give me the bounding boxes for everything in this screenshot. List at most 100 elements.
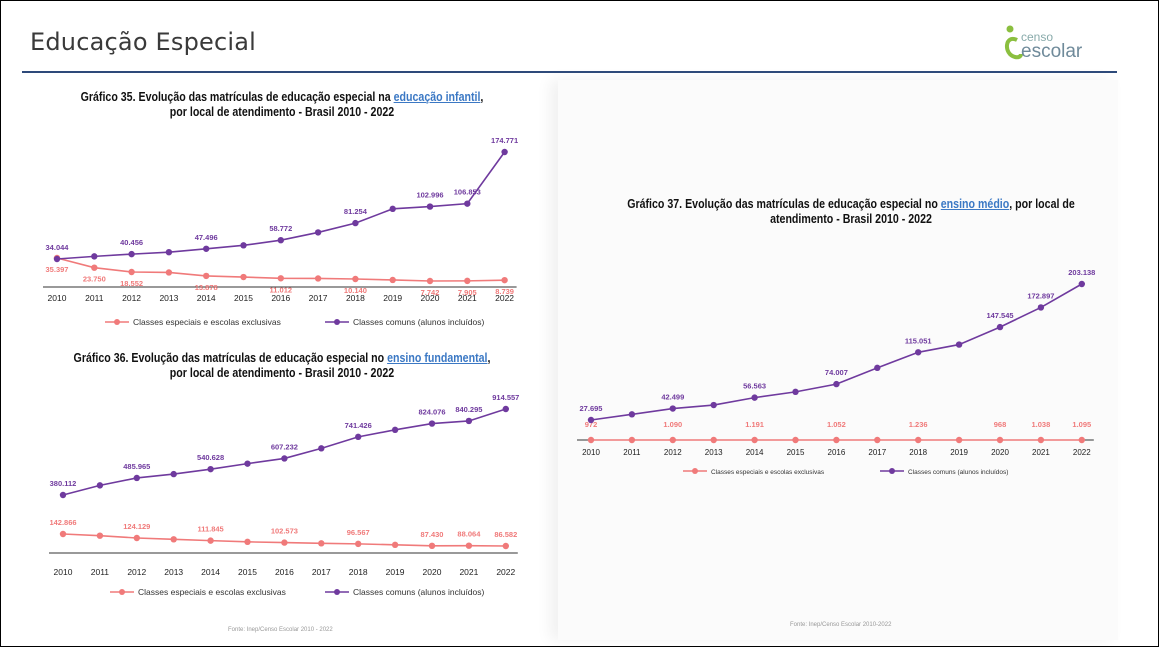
g37-data-label: 56.563	[743, 382, 766, 391]
g37-legend-marker	[692, 468, 698, 474]
g36-data-point	[170, 470, 177, 478]
g35-data-label: 34.044	[46, 243, 70, 252]
g36-data-point	[391, 541, 399, 549]
g37-data-label: 203.138	[1068, 268, 1095, 277]
g37-data-point	[751, 394, 758, 401]
g36-tick-label: 2020	[423, 567, 442, 577]
page-title: Educação Especial	[30, 28, 257, 56]
g37-tick-label: 2017	[868, 448, 886, 457]
g35-data-point	[91, 264, 98, 271]
logo-text-escolar: escolar	[1021, 41, 1083, 62]
chart-35-title-highlight: educação infantil	[393, 90, 481, 104]
g36-data-point	[281, 539, 288, 546]
g35-data-label: 47.496	[195, 233, 218, 242]
g37-tick-label: 2011	[623, 448, 641, 457]
g36-data-point	[318, 540, 325, 547]
g36-data-label: 741.426	[345, 421, 372, 430]
g35-tick-label: 2013	[159, 293, 178, 303]
g37-data-point	[874, 364, 881, 372]
g36-data-point	[502, 405, 509, 413]
g35-data-point	[128, 268, 135, 276]
g36-data-label: 914.557	[492, 393, 519, 402]
source-note-right: Fonte: Inep/Censo Escolar 2010-2022	[790, 622, 892, 628]
g35-data-label: 174.771	[491, 136, 518, 145]
g35-tick-label: 2022	[495, 293, 514, 303]
g36-data-point	[428, 542, 436, 550]
g37-data-point	[1037, 436, 1045, 444]
g37-data-label: 1.052	[827, 420, 846, 429]
g37-data-label: 1.038	[1032, 420, 1051, 429]
g37-data-label: 1.095	[1072, 420, 1091, 429]
g35-tick-label: 2018	[346, 293, 365, 303]
right-panel	[558, 80, 1118, 640]
g36-data-label: 102.573	[271, 527, 298, 536]
g36-data-label: 111.845	[197, 525, 223, 534]
g36-legend-label: Classes especiais e escolas exclusivas	[138, 587, 286, 597]
g35-data-label: 23.750	[83, 275, 106, 284]
g35-legend-marker	[334, 319, 340, 325]
g36-data-point	[355, 433, 362, 441]
chart-37-title-post: , por local de	[1009, 197, 1075, 211]
g37-tick-label: 2020	[991, 448, 1009, 457]
g35-tick-label: 2019	[383, 293, 402, 303]
g36-tick-label: 2021	[459, 567, 478, 577]
g36-data-point	[318, 445, 325, 452]
g36-tick-label: 2017	[312, 567, 331, 577]
g35-tick-label: 2017	[309, 293, 328, 303]
g35-data-point	[464, 277, 471, 285]
g36-data-label: 87.430	[421, 530, 444, 539]
chart-37-title-highlight: ensino médio	[940, 197, 1010, 211]
chart-36-title-line2: por local de atendimento - Brasil 2010 -…	[169, 366, 395, 380]
g37-tick-label: 2013	[705, 448, 723, 457]
g37-data-point	[710, 401, 717, 409]
g37-data-label: 27.695	[580, 404, 603, 413]
g36-data-label: 485.965	[123, 462, 150, 471]
g37-data-point	[915, 349, 922, 356]
g37-data-point	[751, 436, 758, 444]
g35-data-point	[352, 275, 359, 283]
g36-data-label: 540.628	[197, 453, 224, 462]
g36-data-label: 824.076	[418, 408, 445, 417]
g35-data-point	[91, 253, 98, 260]
g36-data-label: 88.064	[457, 530, 481, 539]
g36-tick-label: 2019	[386, 567, 405, 577]
g35-tick-label: 2016	[271, 293, 290, 303]
g36-data-point	[502, 542, 509, 550]
g36-data-point	[355, 540, 362, 548]
g35-data-point	[203, 245, 210, 252]
g37-legend-label: Classes especiais e escolas exclusivas	[711, 469, 825, 476]
logo-text-censo: censo	[1021, 30, 1054, 44]
g36-legend-marker	[119, 589, 125, 595]
g36-data-label: 142.866	[49, 518, 76, 527]
g35-data-point	[501, 148, 508, 156]
g37-data-point	[710, 436, 717, 444]
g36-data-point	[207, 537, 214, 544]
g36-tick-label: 2010	[54, 567, 73, 577]
g37-tick-label: 2012	[664, 448, 682, 457]
g35-legend-marker	[114, 319, 120, 325]
chart-35-title-post: ,	[480, 90, 484, 104]
g37-data-point	[955, 341, 963, 348]
g37-tick-label: 2022	[1073, 448, 1091, 457]
g37-data-label: 972	[585, 420, 598, 429]
g36-data-point	[133, 534, 140, 542]
g37-data-point	[587, 416, 595, 424]
g36-data-label: 380.112	[50, 479, 77, 488]
g37-tick-label: 2021	[1032, 448, 1050, 457]
g35-data-label: 7.742	[421, 288, 440, 297]
g37-legend-marker	[889, 468, 895, 474]
g36-data-point	[170, 536, 177, 543]
g35-legend-label: Classes especiais e escolas exclusivas	[133, 317, 281, 327]
g36-data-point	[96, 482, 104, 489]
g37-data-point	[874, 436, 881, 444]
g37-tick-label: 2019	[950, 448, 968, 457]
g35-tick-label: 2012	[122, 293, 141, 303]
g37-data-label: 1.191	[745, 420, 764, 429]
chart-36-title-highlight: ensino fundamental	[387, 351, 488, 365]
g37-data-point	[587, 436, 595, 444]
g37-data-point	[955, 436, 963, 444]
g35-tick-label: 2011	[85, 293, 104, 303]
g37-data-point	[669, 405, 676, 412]
g37-data-point	[915, 436, 922, 444]
